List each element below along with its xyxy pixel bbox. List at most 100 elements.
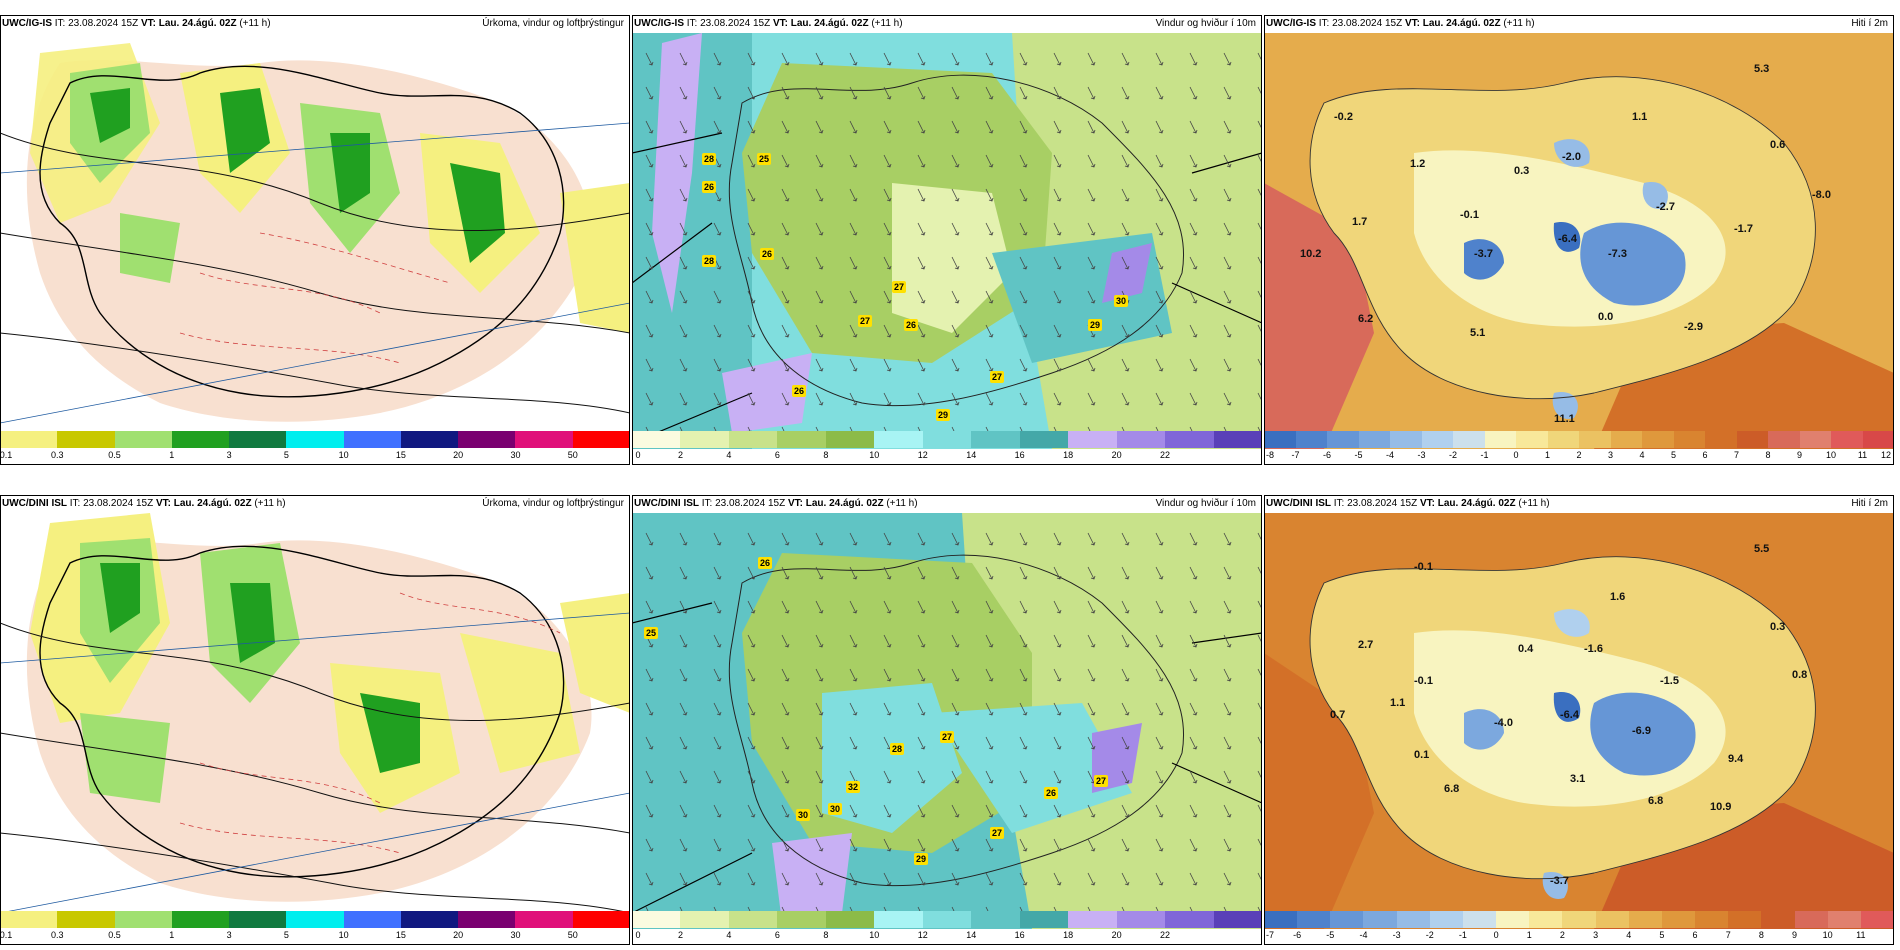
panel-header: UWC/IG-IS IT: 23.08.2024 15Z VT: Lau. 24…: [1266, 15, 1892, 33]
wind-arrow: [747, 52, 756, 66]
wind-arrow: [1155, 52, 1164, 66]
wind-arrow: [1189, 120, 1198, 134]
colorbar-swatch: [971, 911, 1020, 928]
colorbar-tick-label: 5: [283, 930, 289, 940]
wind-arrow: [747, 838, 756, 852]
temp-label: -0.1: [1460, 209, 1479, 221]
wind-arrow: [849, 222, 858, 236]
wind-arrow: [679, 668, 688, 682]
wind-arrow: [1189, 600, 1198, 614]
colorbar: -8 -7 -6 -5 -4 -3 -2 -1 0 1 2 3 4 5 6 7 8 9 10 11 12: [1264, 431, 1894, 465]
wind-arrow: [713, 532, 722, 546]
wind-arrow: [679, 872, 688, 886]
wind-arrow: [985, 222, 994, 236]
wind-arrow: [815, 358, 824, 372]
wind-arrow: [747, 256, 756, 270]
panel-title: Úrkoma, vindur og loftþrýstingur: [482, 18, 624, 29]
wind-arrow: [713, 86, 722, 100]
colorbar-swatch: [971, 431, 1020, 448]
wind-arrow: [1053, 324, 1062, 338]
colorbar-tick-label: 1: [169, 450, 175, 460]
colorbar-swatch: [1358, 431, 1390, 448]
wind-arrow: [917, 392, 926, 406]
wind-arrow: [747, 120, 756, 134]
colorbar-tick-label: -6: [1322, 450, 1332, 460]
colorbar-swatch: [1116, 431, 1166, 448]
wind-arrow: [849, 872, 858, 886]
wind-arrow: [1019, 86, 1028, 100]
wind-arrow: [1189, 290, 1198, 304]
colorbar-swatches: [0, 431, 630, 448]
wind-arrow: [645, 872, 654, 886]
wind-arrow: [1087, 600, 1096, 614]
colorbar-swatch: [114, 911, 172, 928]
wind-arrow: [713, 222, 722, 236]
wind-arrow: [849, 668, 858, 682]
panel-temp-dini: UWC/DINI ISL IT: 23.08.2024 15Z VT: Lau.…: [1264, 495, 1896, 945]
wind-arrow: [679, 324, 688, 338]
wind-arrow: [883, 358, 892, 372]
colorbar-swatch: [1595, 911, 1629, 928]
wind-arrow: [883, 634, 892, 648]
wind-arrow: [815, 52, 824, 66]
wind-arrow: [747, 324, 756, 338]
wind-arrow: [849, 600, 858, 614]
wind-arrow: [951, 804, 960, 818]
gust-label: 27: [990, 371, 1005, 383]
panel-frame: [0, 495, 630, 945]
colorbar-swatch: [1116, 911, 1166, 928]
colorbar-tick-label: 22: [1160, 450, 1171, 460]
wind-arrow: [781, 52, 790, 66]
wind-arrow: [849, 702, 858, 716]
colorbar-swatch: [1453, 431, 1485, 448]
wind-arrow: [679, 188, 688, 202]
gust-label: 28: [702, 255, 717, 267]
colorbar-tick-label: 30: [510, 930, 521, 940]
wind-arrow: [883, 154, 892, 168]
wind-arrow: [1121, 188, 1130, 202]
wind-arrow: [747, 154, 756, 168]
colorbar-swatch: [1068, 431, 1117, 448]
wind-arrow: [1155, 668, 1164, 682]
wind-arrow: [1019, 668, 1028, 682]
wind-arrow: [1121, 838, 1130, 852]
wind-arrow: [849, 566, 858, 580]
temp-label: 0.0: [1598, 311, 1614, 323]
colorbar-swatch: [1768, 431, 1800, 448]
colorbar-swatch: [458, 911, 516, 928]
panel-frame: [1264, 15, 1894, 465]
panel-frame: [1264, 495, 1894, 945]
wind-arrow: [1223, 872, 1232, 886]
wind-arrow: [1053, 872, 1062, 886]
colorbar-swatch: [680, 431, 729, 448]
colorbar-tick-label: -1: [1480, 450, 1489, 460]
temp-label: 1.6: [1610, 591, 1626, 603]
colorbar-swatch: [1297, 911, 1331, 928]
wind-arrow: [951, 838, 960, 852]
colorbar-tick-label: 6: [1692, 930, 1698, 940]
wind-arrow: [1121, 86, 1130, 100]
wind-arrow: [645, 600, 654, 614]
wind-arrow: [1019, 566, 1028, 580]
colorbar-tick-label: -4: [1359, 930, 1368, 940]
wind-arrow: [985, 86, 994, 100]
wind-arrow: [747, 290, 756, 304]
lead-time: (+11 h): [886, 498, 918, 509]
wind-arrow: [713, 324, 722, 338]
wind-arrow: [747, 392, 756, 406]
colorbar-tick-label: -7: [1291, 450, 1300, 460]
wind-arrow: [1223, 324, 1232, 338]
wind-arrow: [645, 736, 654, 750]
wind-arrow: [713, 872, 722, 886]
wind-arrow: [747, 736, 756, 750]
wind-arrow: [951, 256, 960, 270]
wind-arrow: [1053, 256, 1062, 270]
wind-arrow: [1155, 736, 1164, 750]
temp-label: 5.1: [1470, 327, 1486, 339]
wind-arrow: [883, 668, 892, 682]
wind-arrow: [883, 120, 892, 134]
panel-frame: [632, 15, 1262, 465]
wind-arrow: [815, 324, 824, 338]
wind-arrow: [1189, 770, 1198, 784]
wind-arrow: [951, 872, 960, 886]
